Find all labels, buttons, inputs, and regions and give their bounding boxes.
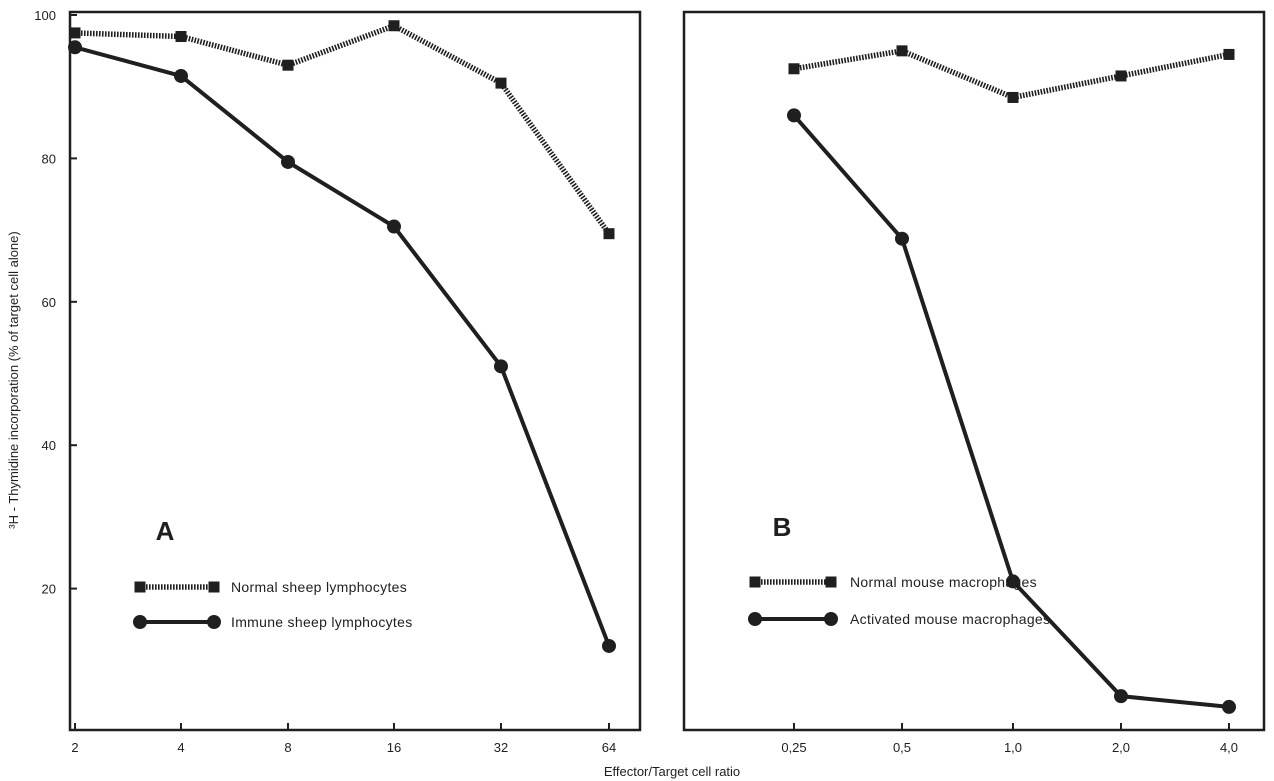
data-point — [896, 45, 908, 57]
data-point — [388, 20, 400, 32]
data-point — [282, 59, 294, 71]
series-line — [74, 22, 612, 236]
x-tick-label: 64 — [602, 740, 616, 755]
data-point — [602, 638, 616, 653]
panel-letter: B — [773, 512, 792, 542]
legend-swatch-marker — [208, 581, 220, 593]
data-point — [1007, 91, 1019, 103]
y-tick-label: 100 — [34, 8, 56, 23]
legend-label: Immune sheep lymphocytes — [231, 614, 413, 630]
x-tick-label: 4,0 — [1220, 740, 1238, 755]
panel-frame — [68, 10, 642, 732]
y-tick-label: 60 — [42, 295, 56, 310]
data-point — [69, 27, 81, 39]
y-tick-label: 20 — [42, 582, 56, 597]
data-point — [495, 77, 507, 89]
data-point — [1223, 48, 1235, 60]
data-point — [603, 228, 615, 240]
panel-a: 2 4 8 16 32 64 20 40 60 80 100 Normal sheep lymphoc… — [34, 8, 642, 755]
legend-label: Normal mouse macrophages — [850, 574, 1037, 590]
series-line — [793, 48, 1230, 101]
data-point — [788, 63, 800, 75]
panel-letter: A — [156, 516, 175, 546]
data-point — [787, 108, 801, 123]
data-point — [895, 231, 909, 246]
legend-swatch-marker — [825, 576, 837, 588]
x-tick-label: 2 — [71, 740, 78, 755]
x-tick-label: 1,0 — [1004, 740, 1022, 755]
data-point — [387, 219, 401, 234]
x-axis-title: Effector/Target cell ratio — [604, 764, 740, 779]
data-point — [1222, 699, 1236, 714]
y-tick-label: 40 — [42, 438, 56, 453]
data-point — [1006, 574, 1020, 589]
legend-label: Activated mouse macrophages — [850, 611, 1050, 627]
data-point — [174, 68, 188, 83]
x-tick-label: 8 — [284, 740, 291, 755]
x-tick-label: 4 — [177, 740, 184, 755]
y-axis-title: ³H - Thymidine incorporation (% of targe… — [6, 231, 21, 528]
x-tick-label: 32 — [494, 740, 508, 755]
data-point — [1114, 689, 1128, 704]
data-point — [175, 31, 187, 43]
legend-swatch-marker — [133, 615, 147, 629]
x-tick-label: 0,5 — [893, 740, 911, 755]
data-point — [68, 40, 82, 55]
y-tick-label: 80 — [42, 151, 56, 166]
x-tick-label: 16 — [387, 740, 401, 755]
x-tick-label: 0,25 — [781, 740, 806, 755]
legend-swatch-marker — [824, 612, 838, 626]
legend-label: Normal sheep lymphocytes — [231, 579, 407, 595]
legend-swatch-marker — [749, 576, 761, 588]
legend-swatch-marker — [134, 581, 146, 593]
panel-frame — [682, 10, 1266, 732]
x-tick-label: 2,0 — [1112, 740, 1130, 755]
series-line — [74, 45, 611, 647]
data-point — [281, 154, 295, 169]
legend-swatch-marker — [748, 612, 762, 626]
panel-b: 0,25 0,5 1,0 2,0 4,0 Normal mouse macrophages… — [682, 10, 1266, 755]
data-point — [494, 359, 508, 374]
legend-swatch-marker — [207, 615, 221, 629]
data-point — [1115, 70, 1127, 82]
